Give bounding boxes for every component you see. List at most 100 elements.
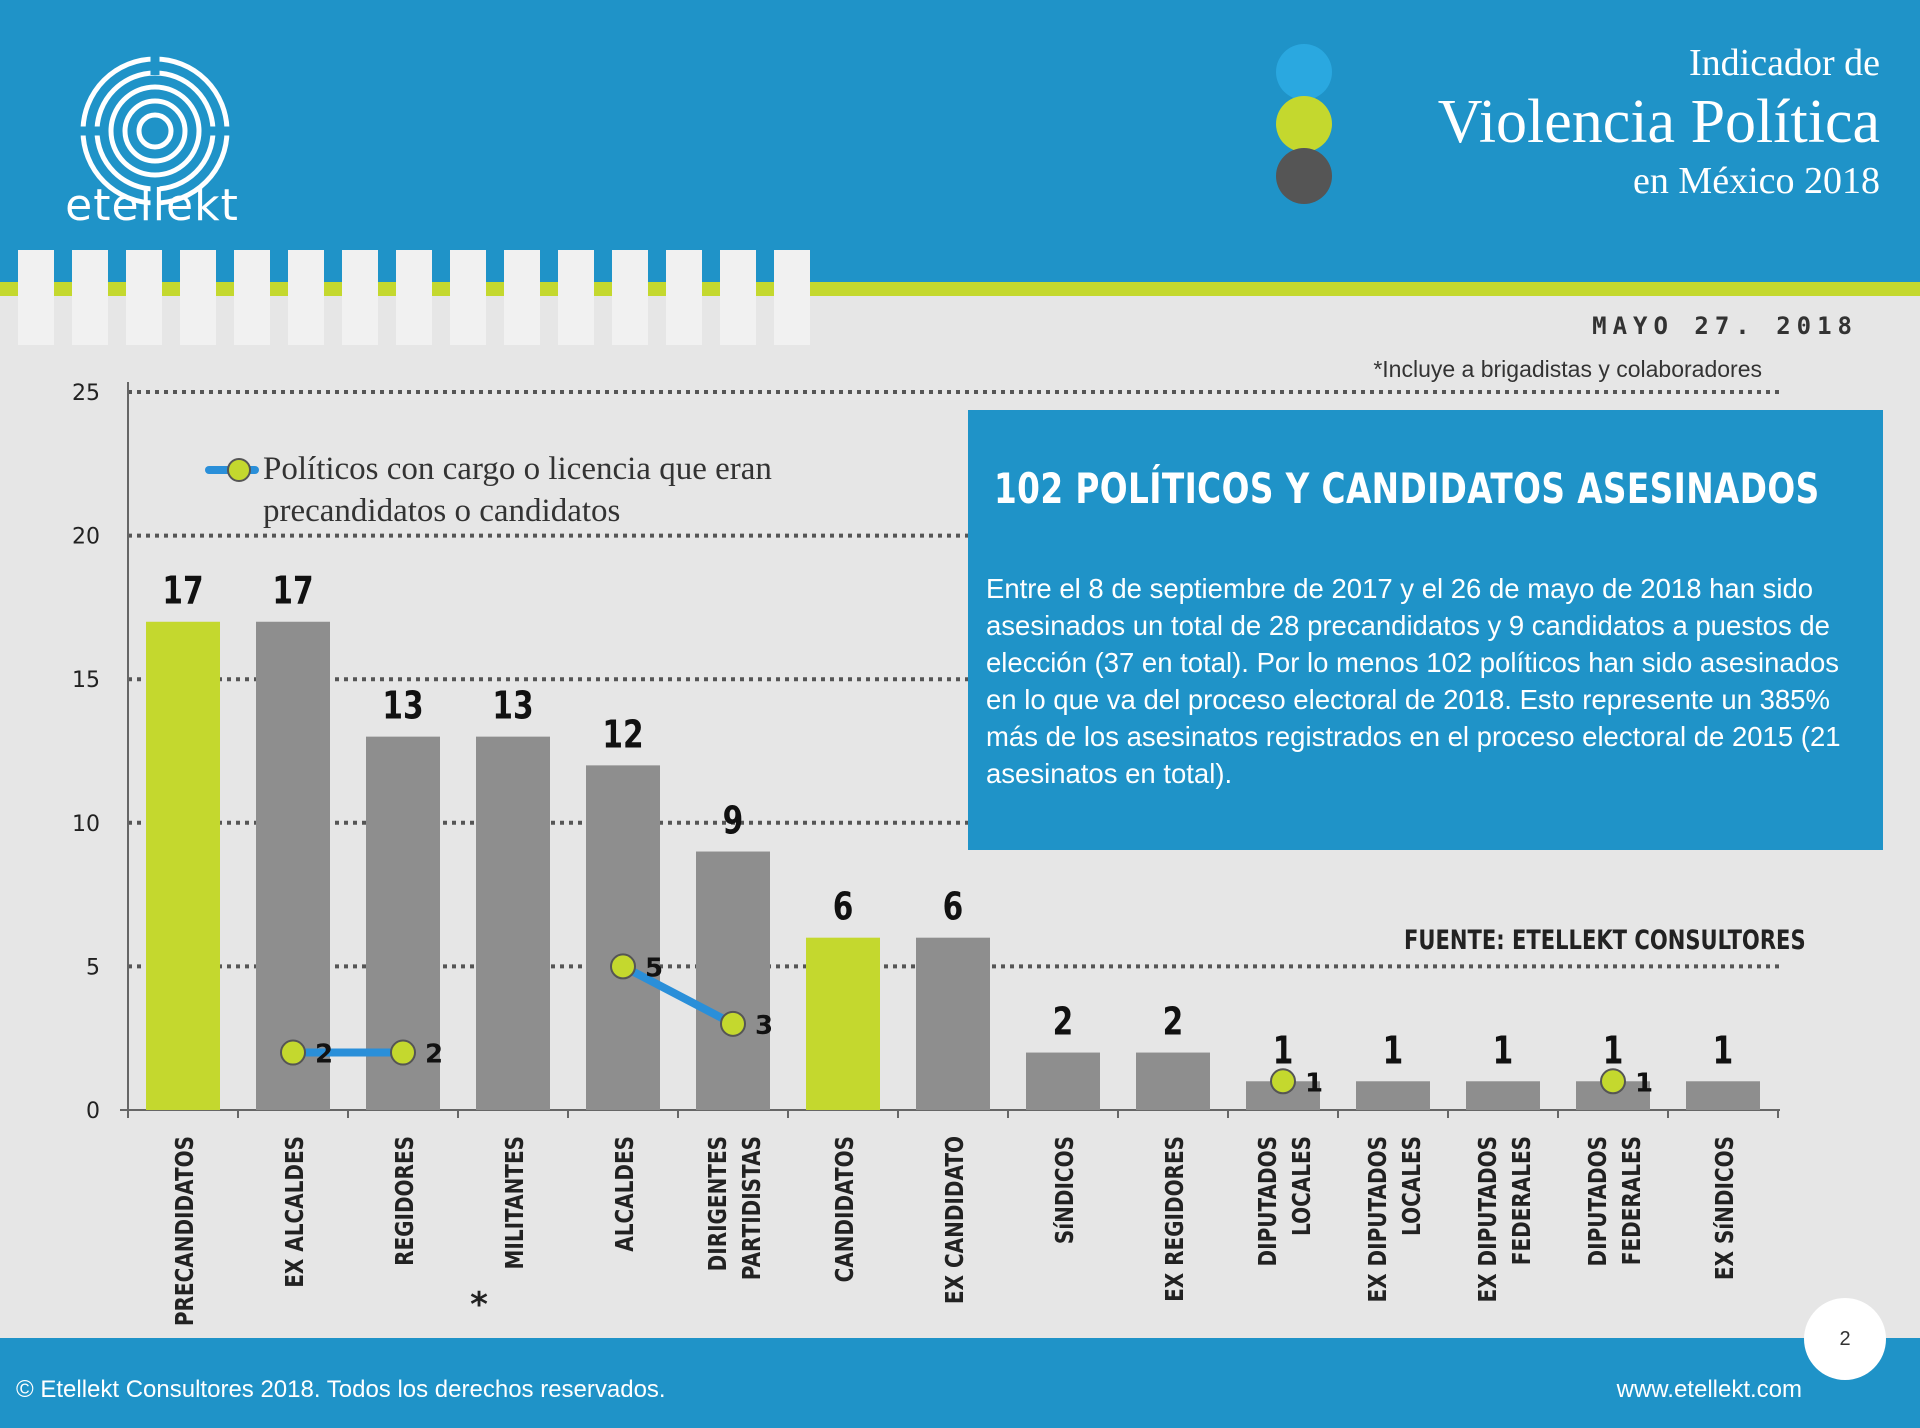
picket-decoration xyxy=(180,250,216,345)
picket-decoration xyxy=(558,250,594,345)
bar-value-label: 1 xyxy=(1383,1029,1404,1074)
bar xyxy=(586,765,660,1110)
y-tick-label: 0 xyxy=(86,1099,100,1124)
category-label: SíNDICOS xyxy=(1051,1136,1080,1244)
category-label: ALCALDES xyxy=(611,1136,640,1252)
picket-decoration xyxy=(450,250,486,345)
bar-value-label: 12 xyxy=(602,713,643,758)
bar-value-label: 1 xyxy=(1273,1029,1294,1074)
overlay-line xyxy=(619,962,737,1028)
category-label: LOCALES xyxy=(1398,1136,1427,1236)
bar xyxy=(146,621,220,1110)
bar-value-label: 17 xyxy=(162,569,203,614)
legend-label-2: precandidatos o candidatos xyxy=(263,493,621,529)
overlay-point xyxy=(280,1039,306,1066)
category-label: EX REGIDORES xyxy=(1161,1136,1190,1302)
asterisk-marker: * xyxy=(470,1285,488,1325)
bar-value-label: 1 xyxy=(1603,1029,1624,1074)
y-tick-label: 10 xyxy=(72,812,100,837)
bar xyxy=(1466,1081,1540,1110)
picket-decoration xyxy=(666,250,702,345)
category-label: PRECANDIDATOS xyxy=(171,1136,200,1326)
legend-marker-icon xyxy=(227,458,251,482)
category-label: MILITANTES xyxy=(501,1136,530,1269)
bar xyxy=(476,736,550,1110)
summary-text: Entre el 8 de septiembre de 2017 y el 26… xyxy=(986,573,1841,789)
overlay-point xyxy=(720,1010,746,1037)
category-label: FEDERALES xyxy=(1618,1136,1647,1265)
category-label: DIPUTADOS xyxy=(1584,1136,1613,1266)
bar-value-label: 2 xyxy=(1053,1000,1074,1045)
bar xyxy=(1686,1081,1760,1110)
website-link[interactable]: www.etellekt.com xyxy=(1616,1376,1802,1403)
picket-decoration xyxy=(396,250,432,345)
dot-blue-icon xyxy=(1276,44,1332,100)
picket-decoration xyxy=(774,250,810,345)
picket-decoration xyxy=(612,250,648,345)
bar-value-label: 9 xyxy=(723,799,744,844)
category-label: PARTIDISTAS xyxy=(738,1136,767,1280)
bar-value-label: 6 xyxy=(943,885,964,930)
picket-decoration xyxy=(720,250,756,345)
category-label: DIRIGENTES xyxy=(704,1136,733,1271)
bar-value-label: 6 xyxy=(833,885,854,930)
source-label: FUENTE: ETELLEKT CONSULTORES xyxy=(1404,925,1806,956)
overlay-value-label: 2 xyxy=(425,1040,443,1070)
category-label: EX DIPUTADOS xyxy=(1474,1136,1503,1302)
category-label: LOCALES xyxy=(1288,1136,1317,1236)
overlay-value-label: 3 xyxy=(755,1011,773,1041)
header-banner xyxy=(0,0,1920,290)
title-line-3: en México 2018 xyxy=(1633,160,1880,202)
footnote: *Incluye a brigadistas y colaboradores xyxy=(1373,356,1762,382)
category-label: DIPUTADOS xyxy=(1254,1136,1283,1266)
y-tick-label: 25 xyxy=(72,381,100,406)
bar xyxy=(1136,1052,1210,1110)
summary-box: 102 POLÍTICOS Y CANDIDATOS ASESINADOS En… xyxy=(968,410,1883,850)
overlay-point xyxy=(1270,1068,1296,1095)
copyright-text: © Etellekt Consultores 2018. Todos los d… xyxy=(16,1376,666,1403)
bar xyxy=(1026,1052,1100,1110)
dot-lime-icon xyxy=(1276,96,1332,152)
picket-decoration xyxy=(234,250,270,345)
bar xyxy=(806,937,880,1110)
y-tick-label: 15 xyxy=(72,668,100,693)
category-label: EX ALCALDES xyxy=(281,1136,310,1288)
overlay-point xyxy=(610,953,636,980)
bar xyxy=(256,621,330,1110)
page-number: 2 xyxy=(1804,1298,1886,1380)
picket-decoration xyxy=(342,250,378,345)
bar-value-label: 1 xyxy=(1713,1029,1734,1074)
report-title: Indicador de Violencia Política en Méxic… xyxy=(1438,40,1880,204)
overlay-point xyxy=(1600,1068,1626,1095)
chart-legend: Políticos con cargo o licencia que eran … xyxy=(205,448,772,532)
picket-decoration xyxy=(126,250,162,345)
bar xyxy=(696,851,770,1110)
category-label: FEDERALES xyxy=(1508,1136,1537,1265)
legend-label-1: Políticos con cargo o licencia que eran xyxy=(263,451,772,487)
picket-decoration xyxy=(504,250,540,345)
bar-value-label: 13 xyxy=(382,684,423,729)
category-label: CANDIDATOS xyxy=(831,1136,860,1282)
bar-value-label: 17 xyxy=(272,569,313,614)
category-label: EX SíNDICOS xyxy=(1711,1136,1740,1280)
bar xyxy=(1356,1081,1430,1110)
footer-bar xyxy=(0,1338,1920,1428)
y-tick-label: 20 xyxy=(72,525,100,550)
brand-name: etellekt xyxy=(65,180,239,231)
title-line-1: Indicador de xyxy=(1689,42,1880,84)
category-label: EX CANDIDATO xyxy=(941,1136,970,1304)
dot-gray-icon xyxy=(1276,148,1332,204)
category-label: REGIDORES xyxy=(391,1136,420,1266)
bar-value-label: 13 xyxy=(492,684,533,729)
overlay-value-label: 5 xyxy=(645,953,663,983)
summary-title: 102 POLÍTICOS Y CANDIDATOS ASESINADOS xyxy=(994,464,1820,513)
picket-decoration xyxy=(18,250,54,345)
bar xyxy=(916,937,990,1110)
bar-value-label: 1 xyxy=(1493,1029,1514,1074)
bar-value-label: 2 xyxy=(1163,1000,1184,1045)
title-line-2: Violencia Política xyxy=(1437,88,1880,156)
report-date: MAYO 27. 2018 xyxy=(1592,312,1858,340)
picket-decoration xyxy=(288,250,324,345)
overlay-point xyxy=(390,1039,416,1066)
